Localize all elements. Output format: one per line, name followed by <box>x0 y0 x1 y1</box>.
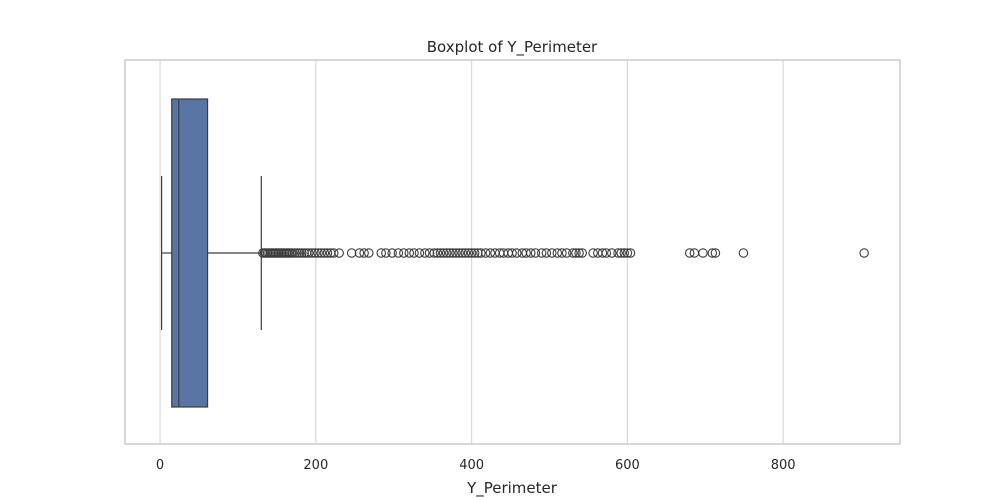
outlier-point <box>616 248 626 258</box>
outlier-point <box>597 248 608 258</box>
outlier-point <box>526 248 536 258</box>
outlier-point <box>607 248 617 258</box>
outlier-point <box>588 248 598 258</box>
outlier-point <box>414 248 425 258</box>
outlier-point <box>601 248 612 258</box>
outlier-point <box>512 248 522 258</box>
outlier-point <box>454 248 464 258</box>
outlier-point <box>710 248 721 258</box>
plot-frame <box>124 59 901 445</box>
x-axis-ticks: 0 200 400 600 800 <box>156 458 796 473</box>
outlier-point <box>287 248 298 258</box>
x-tick-label: 400 <box>459 458 484 473</box>
outlier-point <box>322 248 333 258</box>
outlier-point <box>420 248 430 258</box>
outlier-point <box>684 248 695 258</box>
outlier-point <box>297 248 307 258</box>
outlier-point <box>622 248 633 258</box>
outlier-point <box>304 248 314 258</box>
outlier-point <box>507 248 517 258</box>
outlier-point <box>613 248 623 258</box>
outlier-point <box>457 248 468 258</box>
outlier-point <box>404 248 415 258</box>
outlier-point <box>451 248 461 258</box>
outlier-point <box>448 248 458 258</box>
outlier-point <box>313 248 323 258</box>
outlier-point <box>707 248 718 258</box>
outlier-point <box>530 248 541 258</box>
outlier-point <box>328 248 339 258</box>
outlier-point <box>393 248 404 258</box>
outlier-point <box>409 248 419 258</box>
outlier-point <box>334 248 344 258</box>
plot-layer <box>161 98 869 408</box>
outlier-point <box>424 248 435 258</box>
outlier-point <box>485 248 496 258</box>
outlier-point <box>859 248 869 258</box>
outlier-point <box>432 248 443 258</box>
chart-title: Boxplot of Y_Perimeter <box>427 38 598 57</box>
outlier-point <box>619 248 630 258</box>
outlier-point <box>316 248 327 258</box>
outlier-point <box>435 248 446 258</box>
outlier-point <box>438 248 449 258</box>
outlier-point <box>354 248 365 258</box>
outlier-point <box>568 248 578 258</box>
outlier-point <box>536 248 547 258</box>
outlier-point <box>299 248 309 258</box>
outlier-point <box>290 248 300 258</box>
outlier-point <box>480 248 491 258</box>
outlier-point <box>561 248 572 258</box>
outlier-point <box>552 248 563 258</box>
outlier-point <box>376 248 387 258</box>
outlier-point <box>463 248 474 258</box>
outlier-point <box>307 248 317 258</box>
outlier-point <box>473 248 483 258</box>
outlier-point <box>359 248 369 258</box>
outlier-point <box>310 248 320 258</box>
x-axis-label: Y_Perimeter <box>466 479 558 498</box>
outlier-point <box>698 248 708 258</box>
outlier-point <box>429 248 439 258</box>
outlier-point <box>625 248 636 258</box>
x-tick-label: 800 <box>771 458 796 473</box>
x-tick-label: 0 <box>156 458 164 473</box>
iqr-box <box>171 98 209 408</box>
outlier-point <box>574 248 584 258</box>
outlier-point <box>460 248 471 258</box>
outlier-point <box>319 248 330 258</box>
outlier-point <box>557 248 567 258</box>
outlier-point <box>571 248 581 258</box>
outlier-point <box>476 248 486 258</box>
outlier-point <box>541 248 552 258</box>
outlier-point <box>381 248 391 258</box>
outlier-point <box>577 248 587 258</box>
outlier-point <box>292 248 302 258</box>
outlier-point <box>521 248 531 258</box>
outlier-point <box>466 248 477 258</box>
outlier-point <box>469 248 480 258</box>
x-tick-label: 600 <box>615 458 640 473</box>
outlier-point <box>547 248 557 258</box>
outlier-point <box>387 248 397 258</box>
outlier-point <box>738 248 749 258</box>
outlier-point <box>441 248 452 258</box>
outlier-point <box>364 248 374 258</box>
outlier-point <box>346 248 357 258</box>
outlier-point <box>294 248 305 258</box>
grid-layer <box>159 60 784 444</box>
outlier-point <box>399 248 409 258</box>
x-tick-label: 200 <box>303 458 328 473</box>
outlier-point <box>445 248 455 258</box>
